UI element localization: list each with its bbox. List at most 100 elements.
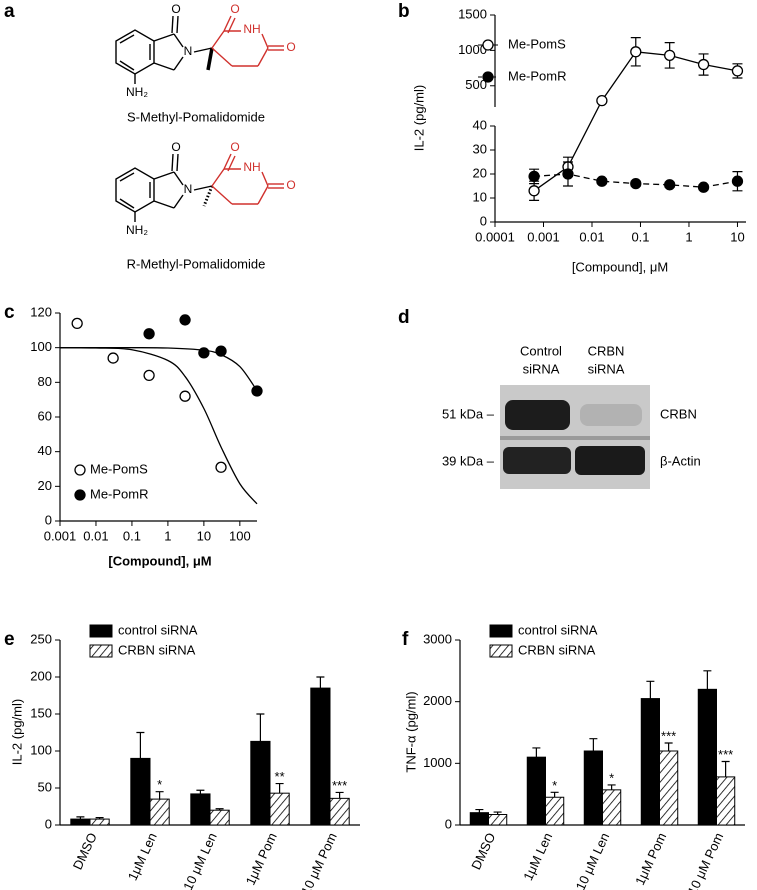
bar [659, 750, 679, 826]
atom-label: O [286, 40, 295, 54]
legend-label: CRBN siRNA [518, 642, 596, 657]
error-bar [155, 791, 164, 800]
x-tick-label: 0.001 [527, 229, 560, 244]
lane-label: Control [520, 343, 562, 358]
x-tick-label: 10 [730, 229, 744, 244]
error-bar [256, 713, 265, 742]
significance-label: *** [332, 778, 347, 793]
y-tick-label: 100 [30, 339, 52, 354]
x-tick-label: 1 [685, 229, 692, 244]
y-tick-label: 1000 [423, 755, 452, 770]
fit-curve [59, 347, 258, 505]
compound-name: S-Methyl-Pomalidomide [127, 109, 265, 124]
blot [500, 385, 650, 489]
error-bar [136, 731, 145, 759]
x-tick-label: DMSO [468, 830, 498, 872]
y-axis-title: IL-2 (pg/ml) [9, 699, 24, 765]
x-tick-label: 1μM Len [520, 830, 555, 882]
data-point [528, 170, 540, 183]
error-bar [493, 811, 502, 815]
data-point [596, 175, 608, 187]
atom-label: O [230, 140, 239, 154]
bar [250, 740, 271, 826]
x-tick-label: 10 [197, 528, 211, 543]
legend-label: control siRNA [518, 622, 598, 637]
x-tick-label: 1 [164, 528, 171, 543]
data-point [179, 314, 191, 326]
significance-label: * [609, 770, 614, 785]
error-bar [703, 670, 712, 690]
y-tick-label: 100 [30, 742, 52, 757]
legend-label: Me-PomR [90, 486, 149, 501]
atom-label: NH [243, 160, 260, 174]
significance-label: * [552, 778, 557, 793]
significance-label: * [157, 777, 162, 792]
y-tick-label: 150 [30, 705, 52, 720]
error-bar [589, 738, 598, 751]
panel-label: f [402, 629, 409, 650]
panel-label: a [4, 1, 15, 22]
legend-swatch [89, 644, 113, 658]
panel-label: d [398, 307, 410, 328]
legend-swatch [89, 624, 113, 638]
y-tick-label: 10 [473, 189, 487, 204]
error-bar [95, 817, 104, 820]
bar [269, 792, 290, 826]
data-point [697, 58, 710, 71]
x-tick-label: 100 [229, 528, 251, 543]
data-point [215, 345, 227, 357]
error-bar [316, 676, 325, 689]
bar [583, 750, 604, 826]
lane-label: siRNA [588, 361, 625, 376]
bar [329, 797, 350, 826]
atom-label: NH₂ [126, 85, 148, 99]
y-tick-label: 30 [473, 141, 487, 156]
band-label: CRBN [660, 406, 697, 421]
y-tick-label: 2000 [423, 693, 452, 708]
error-bar [196, 789, 205, 794]
x-tick-label: 10 μM Pom [298, 830, 340, 890]
x-tick-label: 1μM Len [125, 830, 160, 882]
significance-label: ** [275, 769, 285, 784]
y-tick-label: 500 [465, 77, 487, 92]
y-tick-label: 120 [30, 304, 52, 319]
atom-label: NH [243, 22, 260, 36]
data-point [198, 347, 210, 359]
structure: O N O NH O NH₂ S-Methyl-Pomalidomide [115, 2, 296, 124]
x-axis-title: [Compound], μM [572, 259, 668, 274]
legend-label: CRBN siRNA [118, 642, 196, 657]
legend-swatch [489, 624, 513, 638]
error-bar [721, 760, 730, 777]
y-tick-label: 1500 [458, 6, 487, 21]
legend-label: Me-PomS [90, 461, 148, 476]
x-tick-label: 1μM Pom [632, 830, 669, 887]
bar [190, 793, 211, 826]
atom-label: N [184, 182, 193, 196]
data-point [731, 175, 744, 187]
compound-name: R-Methyl-Pomalidomide [127, 256, 266, 271]
x-axis-title: [Compound], μM [108, 553, 211, 568]
y-tick-label: 50 [38, 779, 52, 794]
bar [130, 757, 151, 826]
bar [640, 698, 661, 826]
y-tick-label: 0 [445, 816, 452, 831]
legend-label: Me-PomS [508, 36, 566, 51]
data-point [630, 177, 642, 190]
y-tick-label: 250 [30, 631, 52, 646]
marker-label: 39 kDa – [442, 453, 495, 468]
legend-label: control siRNA [118, 622, 198, 637]
x-tick-label: 0.0001 [475, 229, 515, 244]
bar [310, 687, 331, 826]
data-point [215, 461, 227, 473]
legend-marker [482, 39, 494, 51]
significance-label: *** [661, 728, 676, 743]
error-bar [275, 782, 284, 794]
legend-marker [74, 464, 86, 476]
bar [209, 809, 230, 826]
atom-label: O [230, 2, 239, 16]
data-point [731, 65, 744, 77]
y-tick-label: 60 [38, 408, 52, 423]
significance-label: *** [718, 747, 733, 762]
